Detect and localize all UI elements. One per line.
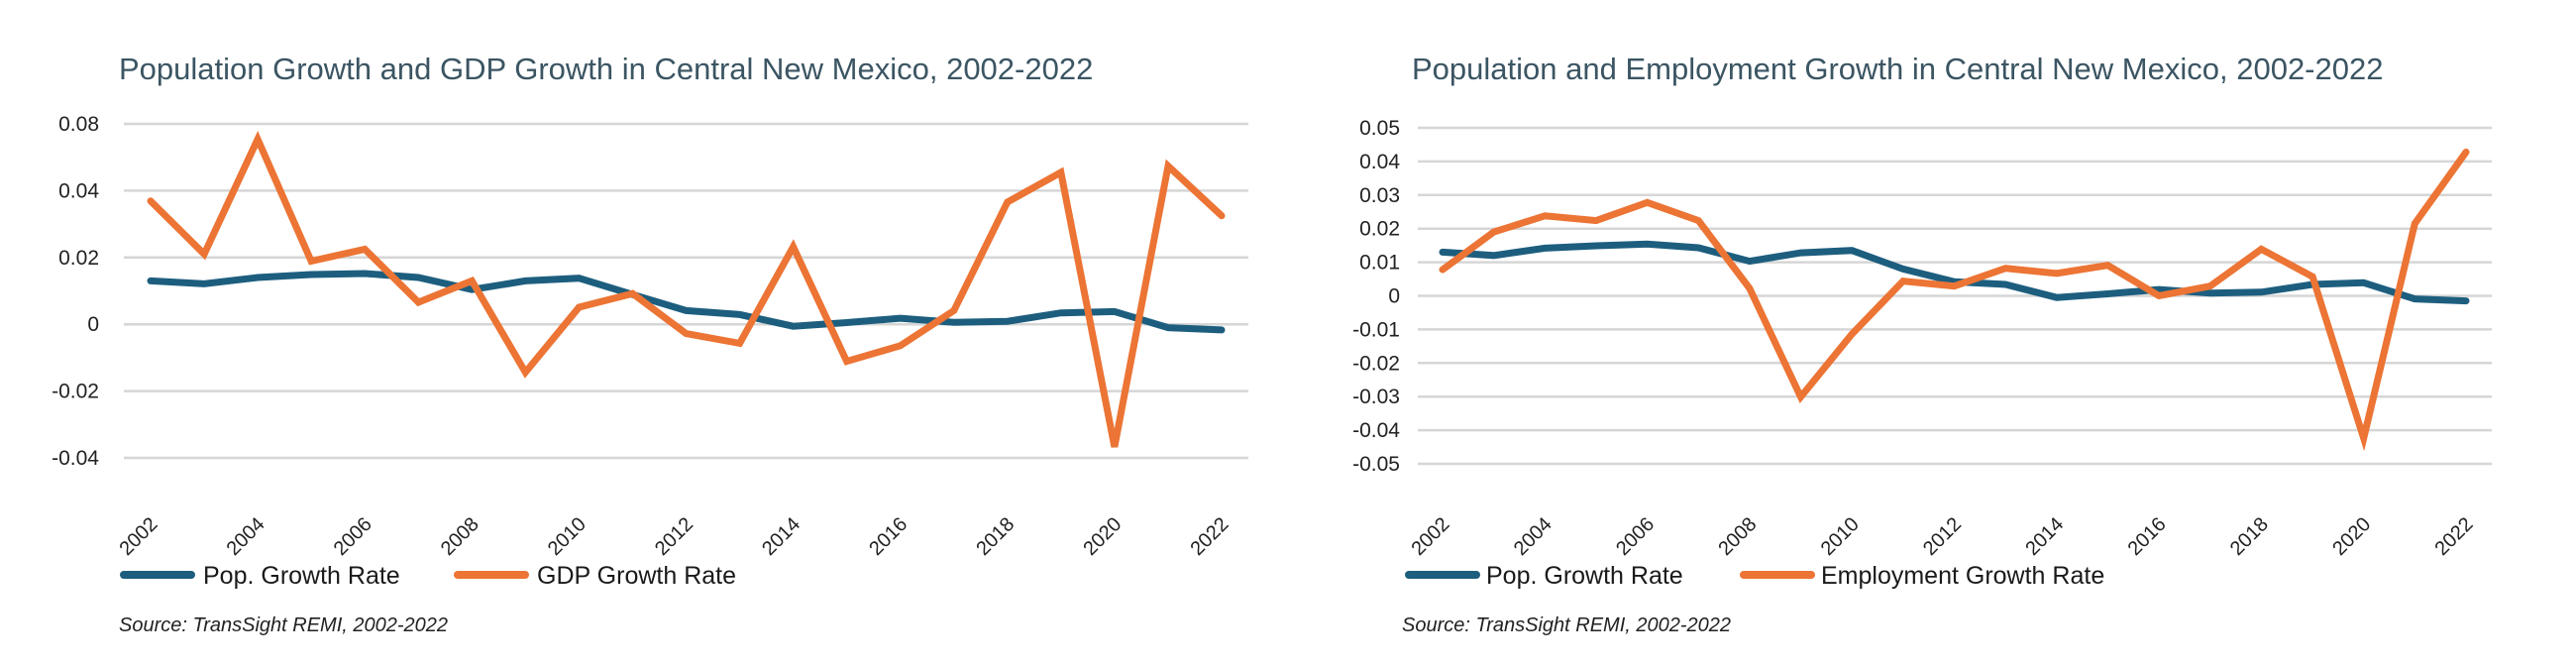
x-tick-label: 2004	[223, 513, 269, 560]
x-tick-label: 2014	[2021, 513, 2068, 560]
source-note: Source: TransSight REMI, 2002-2022	[119, 614, 448, 636]
x-tick-label: 2002	[116, 513, 162, 560]
legend-label-pop: Pop. Growth Rate	[1486, 562, 1683, 590]
legend-label-gdp: GDP Growth Rate	[537, 562, 736, 590]
x-axis-ticks: 2002 2004 2006 2008 2010 2012 2014 2016 2018 2020…	[116, 513, 1234, 560]
y-tick-label: -0.02	[52, 381, 99, 403]
x-tick-label: 2018	[972, 513, 1019, 560]
y-tick-label: 0.04	[1359, 151, 1400, 173]
chart-population-gdp: Population Growth and GDP Growth in Cent…	[52, 52, 1248, 636]
y-tick-label: -0.04	[1352, 419, 1400, 442]
y-tick-label: -0.04	[52, 447, 99, 470]
y-tick-label: 0.03	[1359, 184, 1400, 207]
x-tick-label: 2012	[651, 513, 698, 560]
x-tick-label: 2010	[1817, 513, 1864, 560]
x-tick-label: 2018	[2226, 513, 2273, 560]
x-tick-label: 2010	[544, 513, 590, 560]
chart-title: Population and Employment Growth in Cent…	[1412, 52, 2383, 86]
x-tick-label: 2008	[437, 513, 483, 560]
series-line-pop-growth	[1439, 240, 2470, 305]
series-line-employment-growth	[1439, 148, 2470, 452]
chart-title: Population Growth and GDP Growth in Cent…	[119, 52, 1093, 86]
series-lines	[147, 131, 1226, 448]
x-tick-label: 2002	[1408, 513, 1454, 560]
y-tick-label: 0.04	[58, 179, 99, 202]
y-tick-label: 0	[87, 313, 99, 336]
y-axis-ticks: 0.08 0.04 0.02 0 -0.02 -0.04	[52, 113, 99, 470]
y-tick-label: -0.01	[1352, 318, 1400, 341]
gridlines	[1418, 126, 2492, 466]
y-tick-label: 0.01	[1359, 252, 1400, 275]
y-tick-label: 0.08	[58, 113, 99, 136]
series-line-pop-growth	[147, 270, 1226, 334]
x-tick-label: 2012	[1919, 513, 1966, 560]
legend-label-pop: Pop. Growth Rate	[203, 562, 400, 590]
x-tick-label: 2022	[1187, 513, 1234, 560]
source-note: Source: TransSight REMI, 2002-2022	[1402, 614, 1731, 636]
x-tick-label: 2016	[2124, 513, 2171, 560]
x-tick-label: 2014	[758, 513, 805, 560]
x-tick-label: 2020	[2328, 513, 2375, 560]
y-tick-label: 0.02	[1359, 218, 1400, 241]
gridlines	[124, 122, 1248, 460]
series-line-gdp-growth	[147, 131, 1226, 448]
y-tick-label: 0.05	[1359, 117, 1400, 140]
chart-population-employment: Population and Employment Growth in Cent…	[1352, 52, 2492, 636]
x-tick-label: 2008	[1714, 513, 1761, 560]
y-tick-label: -0.05	[1352, 453, 1400, 476]
x-tick-label: 2020	[1079, 513, 1126, 560]
x-tick-label: 2022	[2431, 513, 2478, 560]
y-tick-label: 0.02	[58, 247, 99, 270]
y-tick-label: -0.03	[1352, 386, 1400, 408]
series-lines	[1439, 148, 2470, 452]
x-tick-label: 2016	[865, 513, 912, 560]
x-tick-label: 2006	[330, 513, 376, 560]
legend-label-employment: Employment Growth Rate	[1821, 562, 2104, 590]
legend: Pop. Growth Rate GDP Growth Rate	[120, 562, 736, 590]
legend: Pop. Growth Rate Employment Growth Rate	[1405, 562, 2104, 590]
x-axis-ticks: 2002 2004 2006 2008 2010 2012 2014 2016 2018 2020…	[1408, 513, 2478, 560]
y-tick-label: 0	[1388, 285, 1400, 308]
x-tick-label: 2004	[1510, 513, 1556, 560]
y-axis-ticks: 0.05 0.04 0.03 0.02 0.01 0 -0.01 -0.02 -0.03 -0.0…	[1352, 117, 1400, 476]
y-tick-label: -0.02	[1352, 352, 1400, 375]
x-tick-label: 2006	[1612, 513, 1659, 560]
